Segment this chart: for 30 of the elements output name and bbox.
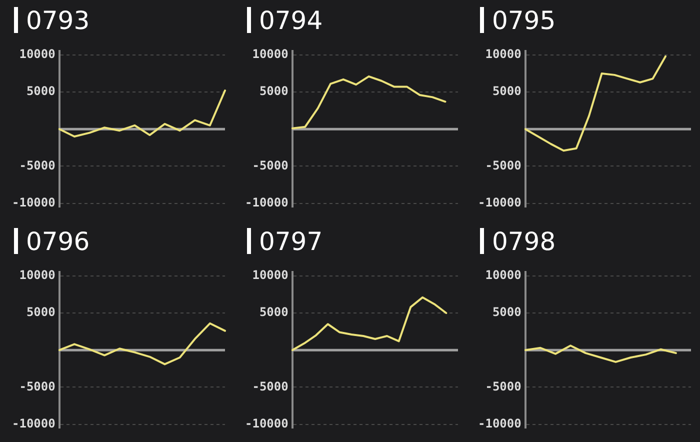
y-tick-label: -10000 xyxy=(12,195,56,210)
chart-title: 0794 xyxy=(259,6,323,34)
y-tick-label: 5000 xyxy=(26,305,56,320)
chart-title: 0793 xyxy=(26,6,90,34)
y-tick-label: 5000 xyxy=(492,305,522,320)
y-tick-label: 5000 xyxy=(259,84,288,98)
chart-title: 0796 xyxy=(26,226,90,256)
y-tick-label: -5000 xyxy=(485,158,522,172)
chart-title: 0795 xyxy=(492,6,556,34)
y-tick-label: 10000 xyxy=(252,268,288,282)
y-tick-label: -10000 xyxy=(244,195,288,210)
y-tick-label: 10000 xyxy=(19,47,56,62)
y-tick-label: -10000 xyxy=(478,416,522,430)
y-tick-label: -5000 xyxy=(19,158,56,172)
y-tick-label: -5000 xyxy=(252,158,288,172)
y-tick-label: 5000 xyxy=(259,305,288,320)
y-tick-label: 5000 xyxy=(492,84,522,98)
y-tick-label: -5000 xyxy=(19,379,56,394)
y-tick-label: 10000 xyxy=(19,268,56,282)
chart-title: 0797 xyxy=(259,226,323,256)
y-tick-label: -5000 xyxy=(485,379,522,394)
y-tick-label: -10000 xyxy=(12,416,56,430)
y-tick-label: 5000 xyxy=(26,84,56,98)
y-tick-label: -5000 xyxy=(252,379,288,394)
y-tick-label: 10000 xyxy=(252,47,288,62)
chart-title: 0798 xyxy=(492,226,556,256)
y-tick-label: 10000 xyxy=(485,47,522,62)
y-tick-label: -10000 xyxy=(478,195,522,210)
y-tick-label: 10000 xyxy=(485,268,522,282)
y-tick-label: -10000 xyxy=(244,416,288,430)
